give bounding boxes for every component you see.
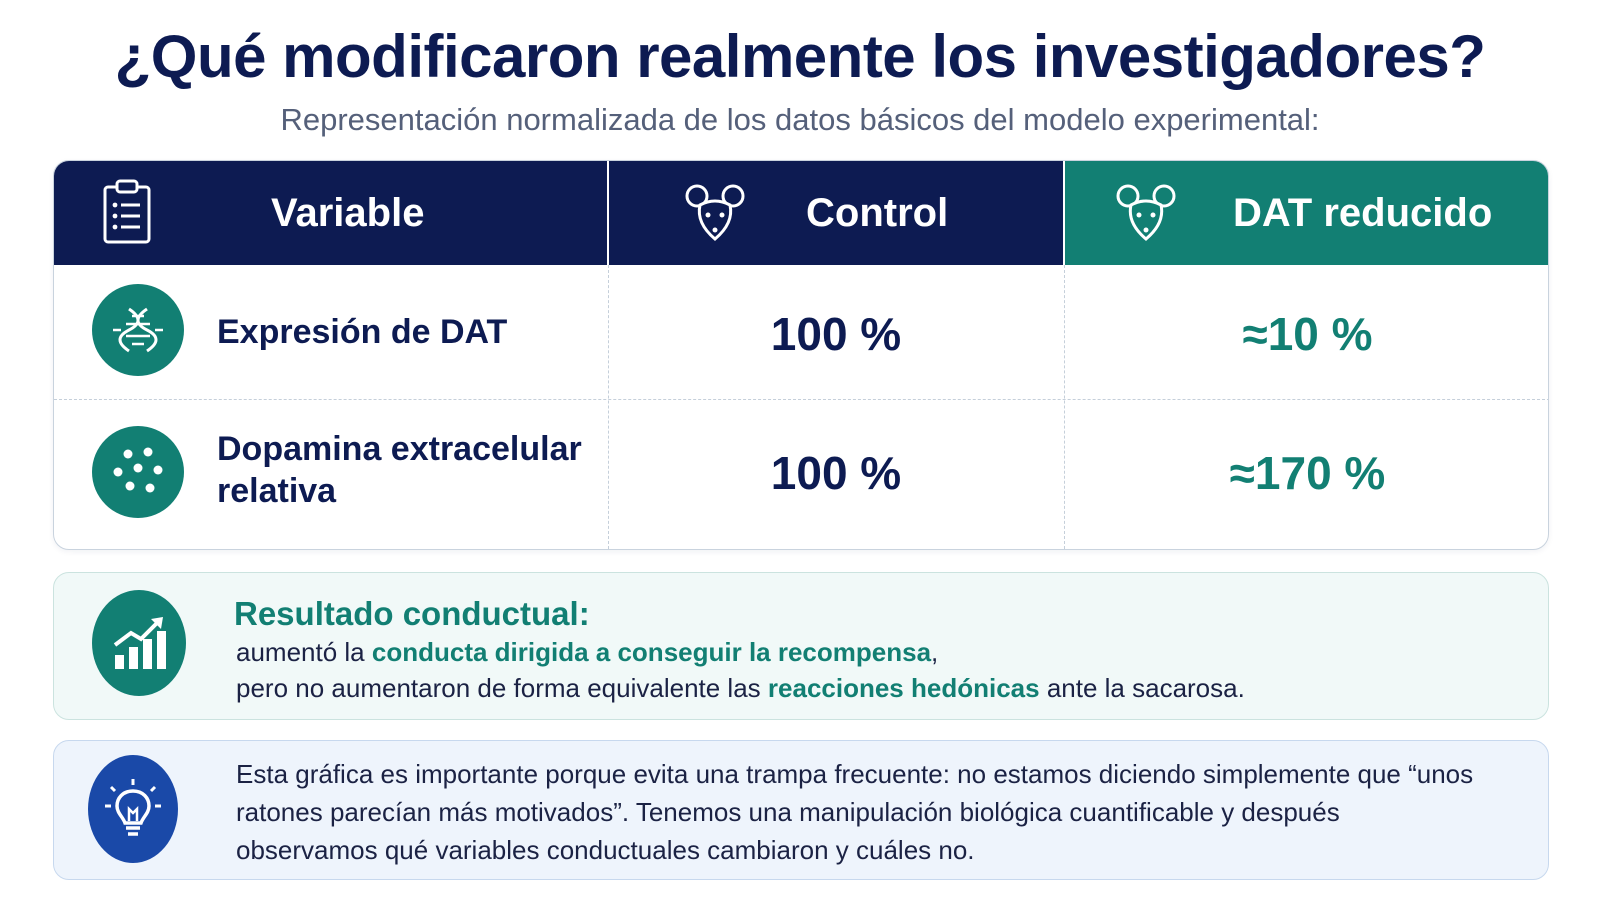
data-table: Variable Control DAT reducido	[53, 160, 1549, 550]
result-line: pero no aumentaron de forma equivalente …	[236, 673, 1245, 704]
column-divider	[608, 265, 609, 549]
row-label-line: relativa	[217, 472, 337, 510]
lightbulb-icon	[88, 755, 178, 863]
result-text: aumentó la	[236, 637, 372, 667]
result-highlight: conducta dirigida a conseguir la recompe…	[371, 637, 932, 667]
header-variable: Variable	[54, 161, 607, 265]
mouse-icon	[1115, 181, 1177, 253]
row-label: Expresión de DAT	[217, 313, 508, 351]
result-title: Resultado conductual:	[234, 595, 590, 632]
table-row: Dopamina extracelular relativa 100 % ≈17…	[54, 400, 1548, 549]
page-title: ¿Qué modificaron realmente los investiga…	[114, 23, 1486, 90]
result-highlight: reacciones hedónicas	[767, 673, 1040, 703]
note-box: Esta gráfica es importante porque evita …	[53, 740, 1549, 880]
growth-chart-icon	[92, 590, 186, 696]
header-dat-reducido: DAT reducido	[1065, 161, 1548, 265]
header-control-label: Control	[806, 190, 949, 235]
row-label: Dopamina extracelular relativa	[217, 428, 582, 512]
clipboard-icon	[102, 179, 152, 255]
result-text: ante la sacarosa.	[1039, 673, 1245, 703]
result-text: ,	[931, 637, 939, 667]
table-row: Expresión de DAT 100 % ≈10 %	[54, 265, 1548, 400]
dat-reducido-value: ≈10 %	[1242, 308, 1373, 360]
result-text: pero no aumentaron de forma equivalente …	[236, 673, 768, 703]
header-dat-reducido-label: DAT reducido	[1233, 190, 1493, 235]
control-value: 100 %	[770, 308, 902, 360]
result-box: Resultado conductual: aumentó la conduct…	[53, 572, 1549, 720]
page-subtitle: Representación normalizada de los datos …	[280, 102, 1320, 137]
dna-icon	[92, 284, 184, 376]
mouse-icon	[684, 181, 746, 253]
control-value: 100 %	[770, 447, 902, 499]
dat-reducido-value: ≈170 %	[1229, 447, 1386, 499]
result-line: aumentó la conducta dirigida a conseguir…	[236, 637, 938, 668]
row-label-line: Dopamina extracelular	[217, 430, 582, 468]
dots-icon	[92, 426, 184, 518]
note-text: Esta gráfica es importante porque evita …	[236, 759, 1474, 865]
header-variable-label: Variable	[271, 190, 425, 235]
header-control: Control	[609, 161, 1063, 265]
column-divider	[1064, 265, 1065, 549]
